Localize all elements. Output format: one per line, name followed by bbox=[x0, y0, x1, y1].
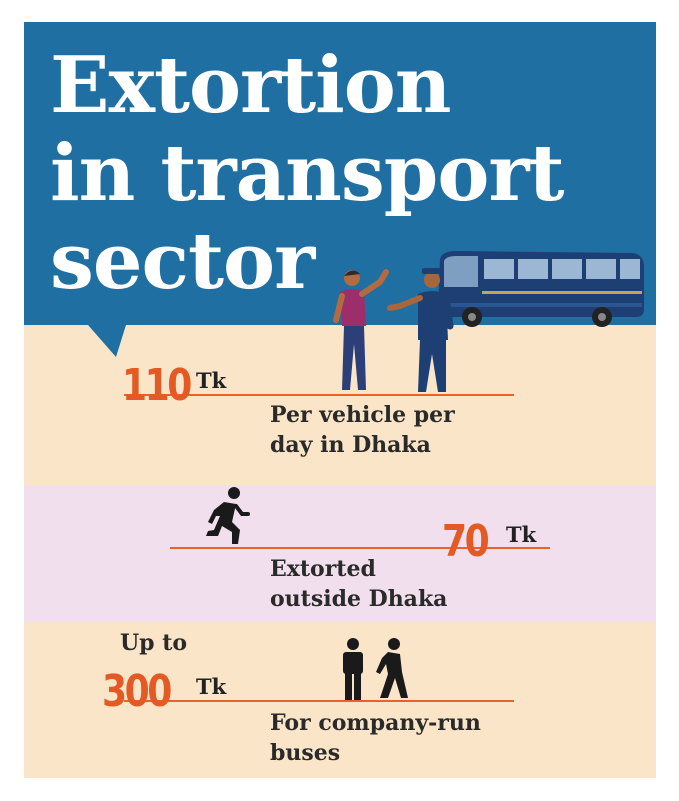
running-person-icon bbox=[206, 487, 250, 544]
title-line-3: sector bbox=[50, 216, 315, 307]
header-pointer-right bbox=[116, 325, 126, 357]
divider-line-1 bbox=[124, 394, 514, 396]
section-outside-dhaka bbox=[24, 485, 656, 622]
handshake-illustration bbox=[333, 268, 454, 392]
value-70: 70 bbox=[442, 516, 490, 567]
section-per-vehicle bbox=[24, 325, 656, 485]
title-line-2: in transport bbox=[50, 128, 564, 219]
divider-line-3 bbox=[124, 700, 514, 702]
unit-tk-3: Tk bbox=[196, 674, 227, 699]
desc-3-line-2: buses bbox=[270, 740, 341, 766]
value-110: 110 bbox=[122, 360, 192, 411]
header-pointer bbox=[88, 325, 116, 357]
desc-1-line-2: day in Dhaka bbox=[270, 432, 431, 458]
divider-line-2 bbox=[170, 547, 550, 549]
label-up-to: Up to bbox=[120, 630, 188, 656]
bus-illustration bbox=[438, 251, 644, 327]
desc-2-line-1: Extorted bbox=[270, 556, 376, 582]
infographic: Extortion in transport sector bbox=[24, 22, 656, 778]
desc-company-buses: For company-run buses bbox=[270, 708, 481, 768]
unit-tk-2: Tk bbox=[506, 522, 537, 547]
desc-2-line-2: outside Dhaka bbox=[270, 586, 448, 612]
value-300: 300 bbox=[102, 666, 172, 717]
title-line-1: Extortion bbox=[50, 40, 452, 131]
walking-person-icon bbox=[376, 638, 408, 698]
desc-3-line-1: For company-run bbox=[270, 710, 481, 736]
desc-per-vehicle: Per vehicle per day in Dhaka bbox=[270, 400, 455, 460]
header: Extortion in transport sector bbox=[24, 22, 656, 327]
desc-outside-dhaka: Extorted outside Dhaka bbox=[270, 554, 447, 614]
unit-tk-1: Tk bbox=[196, 368, 227, 393]
desc-1-line-1: Per vehicle per bbox=[270, 402, 455, 428]
standing-person-icon bbox=[343, 638, 363, 700]
page-title: Extortion in transport sector bbox=[50, 40, 564, 307]
